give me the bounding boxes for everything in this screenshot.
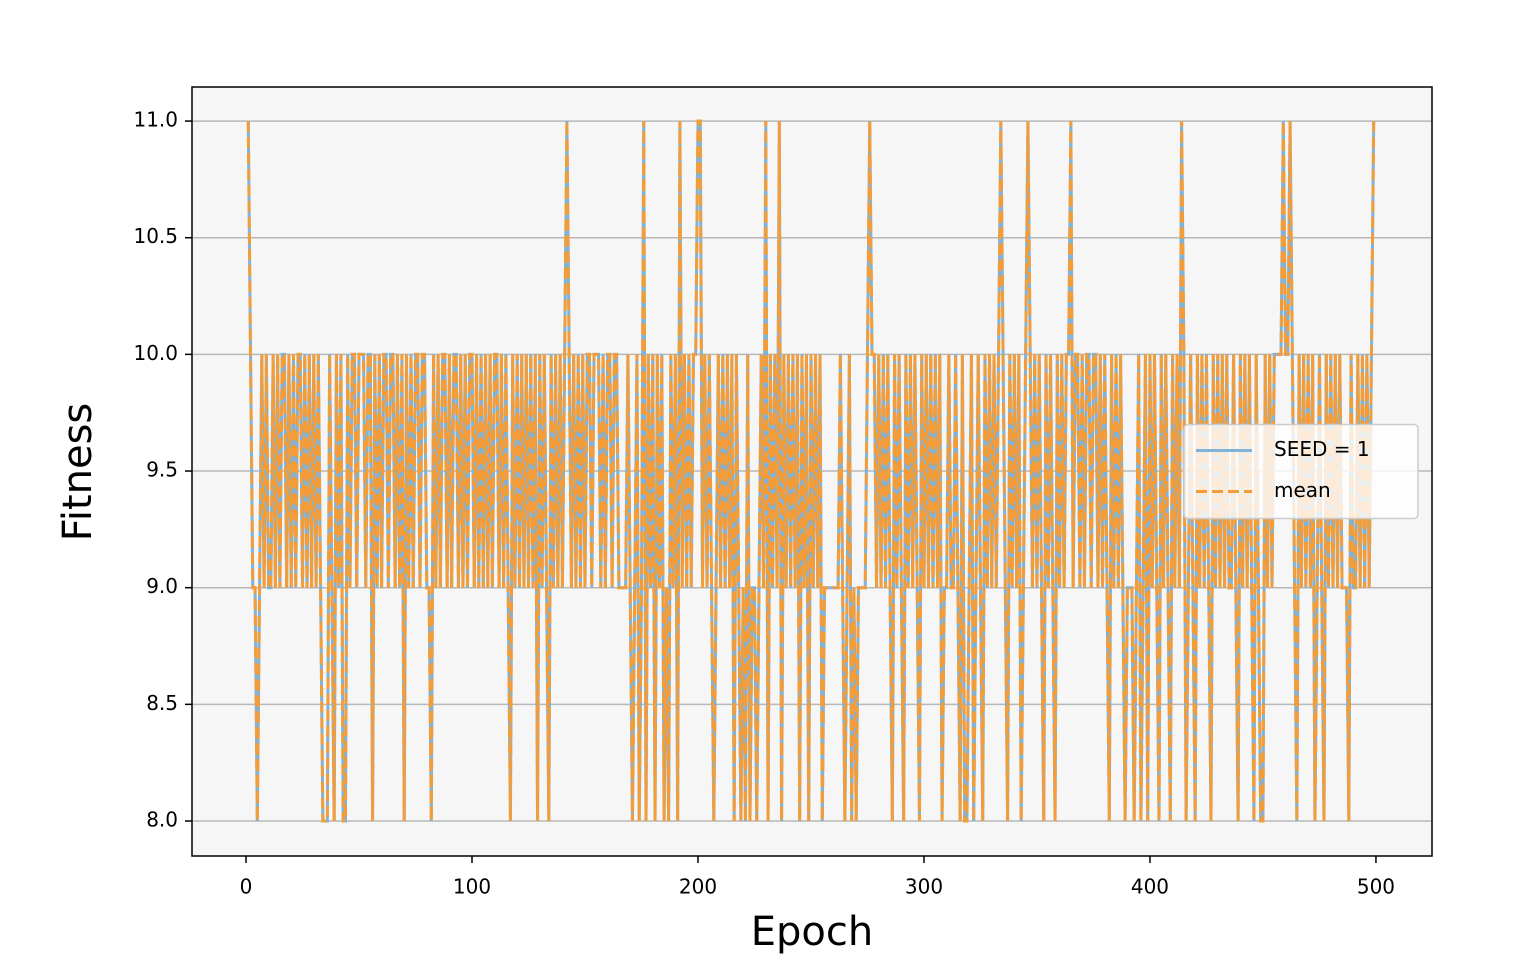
x-tick-label: 100	[453, 875, 491, 899]
y-axis-label: Fitness	[55, 403, 101, 542]
y-tick-label: 11.0	[133, 108, 178, 132]
legend-box	[1183, 423, 1419, 520]
y-tick-label: 8.0	[146, 808, 178, 832]
x-tick-label: 400	[1131, 875, 1169, 899]
legend-label: mean	[1274, 478, 1331, 502]
x-tick-label: 0	[240, 875, 253, 899]
x-axis-label: Epoch	[751, 909, 873, 955]
ticks: 8.0 8.5 9.0 9.5 10.0 10.5 11.0 0 100 200 300 400 500	[133, 108, 1395, 899]
y-tick-label: 10.5	[133, 224, 178, 248]
x-tick-label: 200	[679, 875, 717, 899]
y-tick-label: 8.5	[146, 691, 178, 715]
legend-label: SEED = 1	[1274, 437, 1370, 461]
y-tick-label: 9.0	[146, 574, 178, 598]
y-tick-label: 10.0	[133, 341, 178, 365]
x-tick-label: 500	[1357, 875, 1395, 899]
y-tick-label: 9.5	[146, 458, 178, 482]
lines	[246, 119, 1376, 823]
x-tick-label: 300	[905, 875, 943, 899]
legend: SEED = 1 mean	[1183, 423, 1419, 520]
series-line	[246, 119, 1376, 823]
